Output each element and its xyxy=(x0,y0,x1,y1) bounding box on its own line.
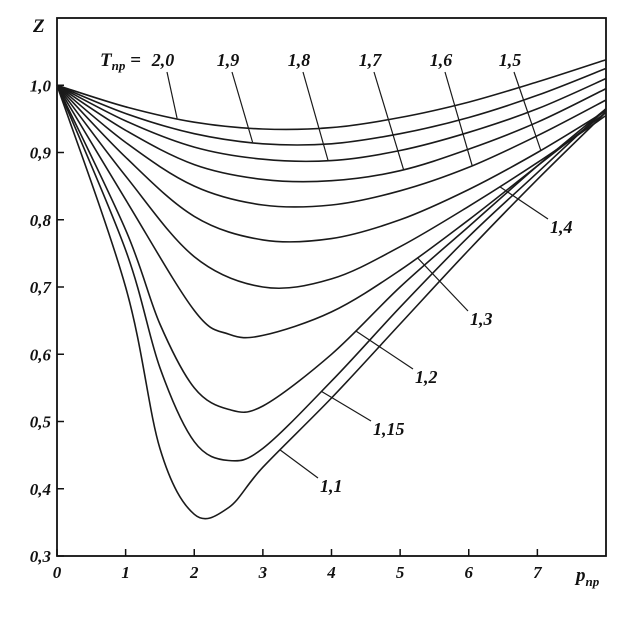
curve-labels: 2,0 1,9 1,8 1,7 1,6 1,5 1,4 1,3 1,2 1,15 1,1 xyxy=(151,50,573,496)
series-line xyxy=(56,67,607,146)
curves-group xyxy=(56,58,607,520)
legend-prefix-eq: = xyxy=(125,50,141,71)
x-tick-label: 4 xyxy=(326,563,336,582)
y-axis-title: Z xyxy=(32,16,45,37)
series-line xyxy=(56,84,607,290)
label-leader xyxy=(444,71,473,166)
label-leader xyxy=(373,71,405,170)
series-label: 1,6 xyxy=(430,50,453,70)
series-line xyxy=(56,85,607,520)
series-label: 1,8 xyxy=(288,50,311,70)
series-label: 2,0 xyxy=(151,50,175,70)
label-leader xyxy=(279,449,319,479)
x-axis-title-sub: пр xyxy=(586,574,600,589)
x-axis-title: pпр xyxy=(574,565,600,589)
label-leader xyxy=(320,390,372,422)
label-leader xyxy=(231,71,254,143)
label-leader xyxy=(513,71,542,151)
legend-prefix-main: T xyxy=(100,50,113,71)
series-label: 1,15 xyxy=(373,419,405,439)
series-label: 1,9 xyxy=(217,50,240,70)
series-label: 1,4 xyxy=(550,217,573,237)
axis-tick-labels: 0 1 2 3 4 5 6 7 0,3 0,4 0,5 0,6 0,7 0,8 0,9 1,0 xyxy=(30,76,543,582)
x-tick-label: 6 xyxy=(465,563,474,582)
legend-prefix-sub: пр xyxy=(112,58,126,73)
y-tick-label: 0,3 xyxy=(30,547,52,566)
series-line xyxy=(56,84,607,339)
label-leader xyxy=(355,330,414,370)
series-label: 1,7 xyxy=(359,50,383,70)
x-tick-label: 3 xyxy=(258,563,268,582)
y-tick-label: 0,5 xyxy=(30,413,52,432)
series-line xyxy=(56,77,607,163)
axis-ticks xyxy=(56,84,539,557)
series-label: 1,5 xyxy=(499,50,522,70)
series-line xyxy=(56,84,607,208)
y-tick-label: 0,4 xyxy=(30,480,51,499)
label-leaders xyxy=(166,71,549,479)
series-label: 1,1 xyxy=(320,476,343,496)
x-tick-label: 0 xyxy=(53,563,62,582)
series-line xyxy=(56,84,607,414)
x-tick-label: 7 xyxy=(533,563,543,582)
series-line xyxy=(56,84,607,462)
label-leader xyxy=(416,257,469,312)
series-line xyxy=(56,58,607,131)
y-tick-label: 1,0 xyxy=(30,76,52,95)
y-tick-label: 0,6 xyxy=(30,345,52,364)
label-leader xyxy=(302,71,329,161)
x-axis-title-main: p xyxy=(574,565,586,586)
label-leader xyxy=(166,71,178,119)
x-tick-label: 5 xyxy=(396,563,405,582)
label-leader xyxy=(499,186,549,220)
series-line xyxy=(56,84,607,243)
series-label: 1,2 xyxy=(415,367,438,387)
x-tick-label: 1 xyxy=(121,563,130,582)
y-tick-label: 0,9 xyxy=(30,144,52,163)
y-tick-label: 0,7 xyxy=(30,278,53,297)
legend-prefix: Tпр = xyxy=(100,50,141,73)
x-tick-label: 2 xyxy=(189,563,199,582)
series-label: 1,3 xyxy=(470,309,493,329)
series-line xyxy=(56,84,607,183)
y-tick-label: 0,8 xyxy=(30,211,52,230)
